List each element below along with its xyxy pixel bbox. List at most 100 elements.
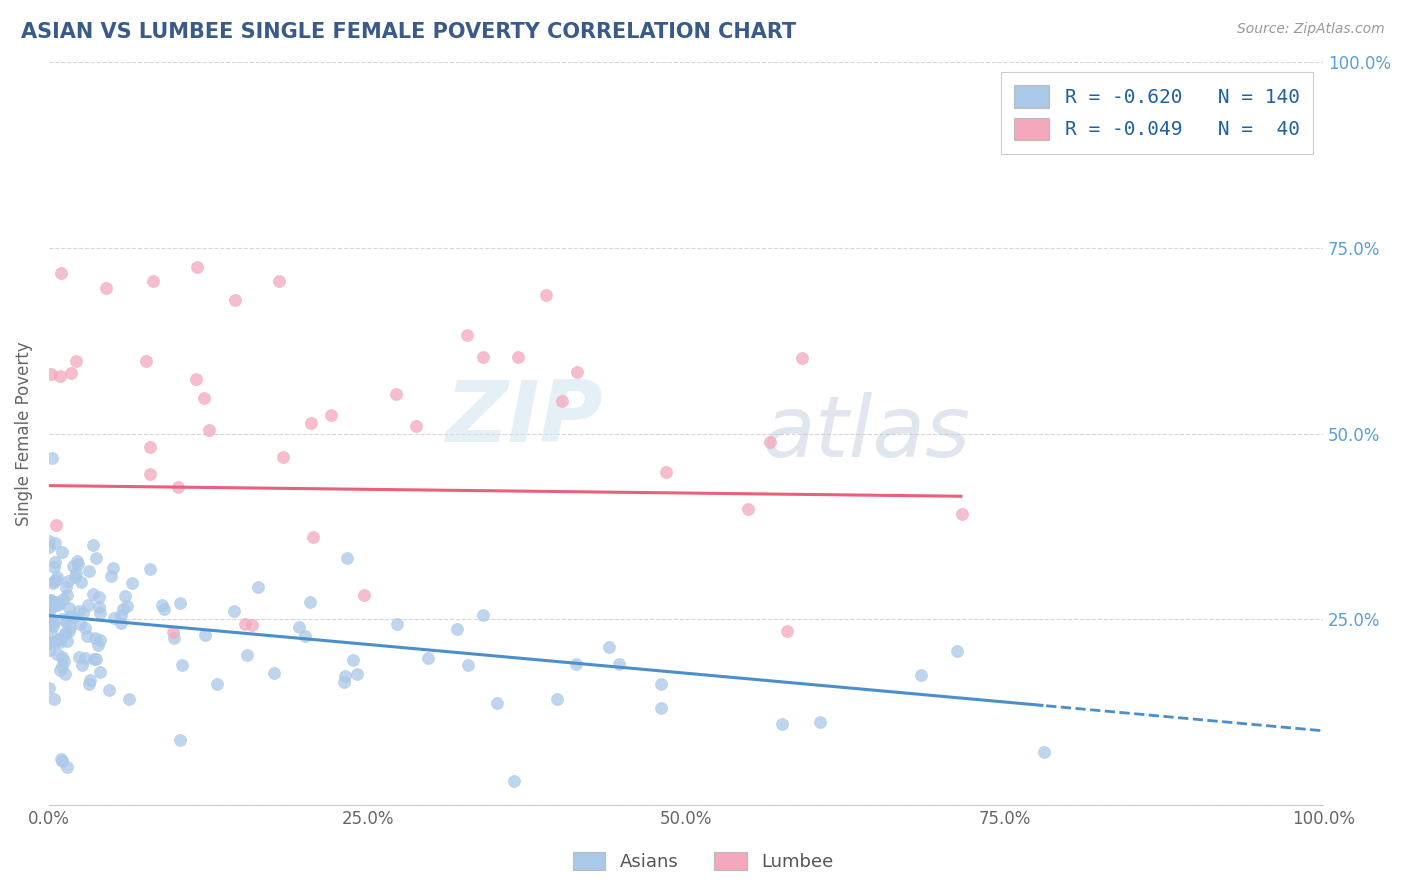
Point: [65, 354, 87, 368]
Point: [77, 564, 100, 578]
Point: [607, 657, 630, 672]
Point: [45, 573, 67, 587]
Point: [502, 774, 524, 789]
Point: [69, 650, 91, 665]
Point: [38, 618, 60, 632]
Point: [486, 696, 509, 710]
Point: [84, 651, 107, 665]
Point: [94, 280, 117, 294]
Point: [288, 620, 311, 634]
Point: [44, 691, 66, 706]
Point: [70, 574, 93, 589]
Point: [49, 752, 72, 766]
Point: [246, 580, 269, 594]
Point: [150, 598, 173, 612]
Point: [51, 659, 73, 673]
Point: [263, 666, 285, 681]
Point: [194, 628, 217, 642]
Point: [76, 629, 98, 643]
Point: [110, 616, 132, 631]
Point: [1033, 745, 1056, 759]
Point: [87, 590, 110, 604]
Point: [321, 408, 343, 422]
Point: [55, 580, 77, 594]
Point: [65, 570, 87, 584]
Point: [52, 592, 75, 607]
Point: [38, 533, 60, 548]
Point: [83, 652, 105, 666]
Point: [89, 665, 111, 679]
Point: [299, 595, 322, 609]
Point: [224, 293, 246, 307]
Point: [567, 365, 589, 379]
Point: [42, 599, 65, 613]
Point: [48, 597, 70, 611]
Point: [87, 600, 110, 615]
Point: [385, 617, 408, 632]
Point: [62, 610, 84, 624]
Point: [233, 616, 256, 631]
Point: [139, 561, 162, 575]
Point: [52, 653, 75, 667]
Point: [162, 625, 184, 640]
Point: [456, 327, 478, 342]
Point: [240, 617, 263, 632]
Point: [38, 594, 60, 608]
Point: [82, 538, 104, 552]
Point: [534, 287, 557, 301]
Point: [101, 561, 124, 575]
Point: [472, 351, 495, 365]
Point: [598, 640, 620, 654]
Point: [39, 595, 62, 609]
Point: [38, 612, 60, 626]
Point: [770, 716, 793, 731]
Point: [48, 663, 70, 677]
Point: [103, 611, 125, 625]
Point: [56, 634, 79, 648]
Point: [77, 599, 100, 613]
Point: [45, 633, 67, 648]
Point: [446, 622, 468, 636]
Point: [97, 682, 120, 697]
Point: [46, 647, 69, 661]
Point: [59, 608, 82, 623]
Point: [38, 596, 60, 610]
Point: [53, 627, 76, 641]
Point: [650, 676, 672, 690]
Point: [44, 555, 66, 569]
Point: [60, 367, 83, 381]
Point: [41, 619, 63, 633]
Point: [79, 673, 101, 688]
Point: [38, 540, 60, 554]
Point: [184, 372, 207, 386]
Point: [142, 274, 165, 288]
Point: [59, 620, 82, 634]
Point: [72, 606, 94, 620]
Point: [472, 608, 495, 623]
Point: [82, 587, 104, 601]
Point: [44, 536, 66, 550]
Point: [39, 367, 62, 381]
Point: [416, 651, 439, 665]
Point: [58, 601, 80, 615]
Point: [38, 681, 60, 696]
Point: [56, 760, 79, 774]
Point: [65, 566, 87, 580]
Point: [546, 692, 568, 706]
Point: [39, 602, 62, 616]
Point: [45, 570, 67, 584]
Point: [135, 354, 157, 368]
Point: [51, 611, 73, 625]
Point: [121, 576, 143, 591]
Legend: R = -0.620   N = 140, R = -0.049   N =  40: R = -0.620 N = 140, R = -0.049 N = 40: [1001, 72, 1313, 153]
Point: [55, 615, 77, 629]
Point: [115, 599, 138, 613]
Point: [759, 435, 782, 450]
Point: [269, 274, 291, 288]
Point: [910, 668, 932, 682]
Point: [53, 625, 76, 640]
Point: [294, 629, 316, 643]
Point: [41, 615, 63, 630]
Point: [205, 677, 228, 691]
Point: [342, 653, 364, 667]
